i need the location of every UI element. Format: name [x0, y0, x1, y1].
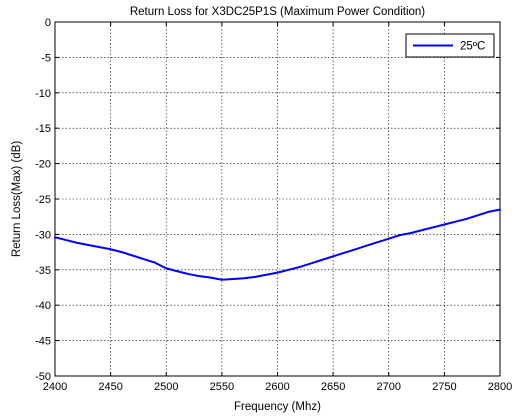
y-tick-label: 0: [45, 17, 51, 29]
legend: 25ºC: [405, 33, 495, 58]
x-tick-label: 2550: [210, 381, 234, 393]
legend-label: 25ºC: [460, 41, 485, 53]
y-tick-label: -15: [35, 123, 51, 135]
x-tick-label: 2700: [377, 381, 401, 393]
x-tick-label: 2650: [321, 381, 345, 393]
y-tick-label: -25: [35, 194, 51, 206]
y-tick-label: -20: [35, 159, 51, 171]
series-layer: [54, 208, 501, 281]
chart-title: Return Loss for X3DC25P1S (Maximum Power…: [130, 6, 425, 18]
x-tick-label: 2450: [98, 381, 122, 393]
y-axis-label: Return Loss(Max) (dB): [11, 141, 23, 257]
y-tick-label: -5: [41, 52, 51, 64]
y-tick-label: -50: [35, 371, 51, 383]
grid: [55, 22, 500, 376]
x-tick-label: 2600: [265, 381, 289, 393]
y-tick-label: -45: [35, 336, 51, 348]
x-tick-label: 2800: [488, 381, 512, 393]
axis-tick-labels: 2400 2450 2500 2550 2600 2650 2700 2750 2800 0 -5 -…: [35, 17, 512, 393]
x-tick-label: 2400: [43, 381, 67, 393]
y-tick-label: -35: [35, 265, 51, 277]
x-tick-label: 2750: [432, 381, 456, 393]
y-tick-label: -30: [35, 229, 51, 241]
series-line-0: [54, 208, 501, 281]
x-tick-label: 2500: [154, 381, 178, 393]
axis-ticks: [54, 21, 501, 377]
y-tick-label: -10: [35, 88, 51, 100]
x-axis-label: Frequency (Mhz): [234, 401, 321, 413]
y-tick-label: -40: [35, 300, 51, 312]
